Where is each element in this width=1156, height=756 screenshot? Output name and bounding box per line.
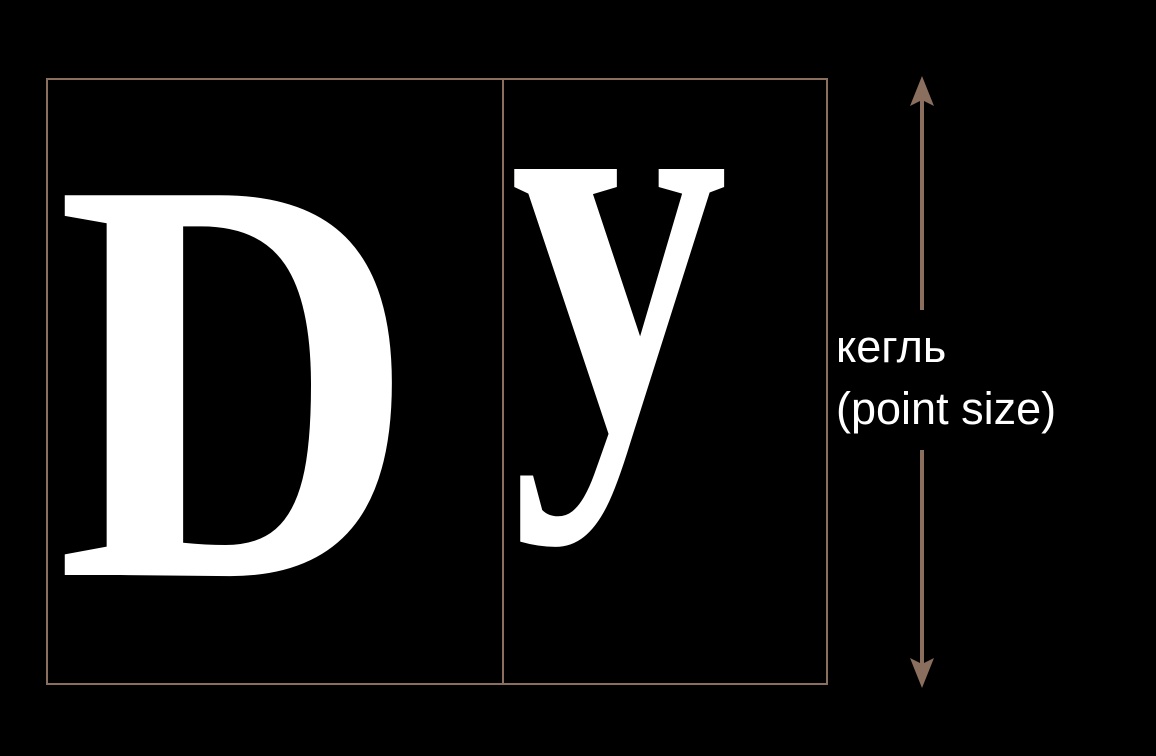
point-size-label: кегль (point size) [836, 310, 1057, 451]
glyph-box-d: D [46, 78, 504, 685]
label-line-russian: кегль [836, 321, 947, 372]
label-line-english: (point size) [836, 383, 1057, 435]
glyph-box-y: y [502, 78, 828, 685]
glyph-y: y [510, 78, 729, 548]
glyph-d: D [56, 78, 417, 685]
